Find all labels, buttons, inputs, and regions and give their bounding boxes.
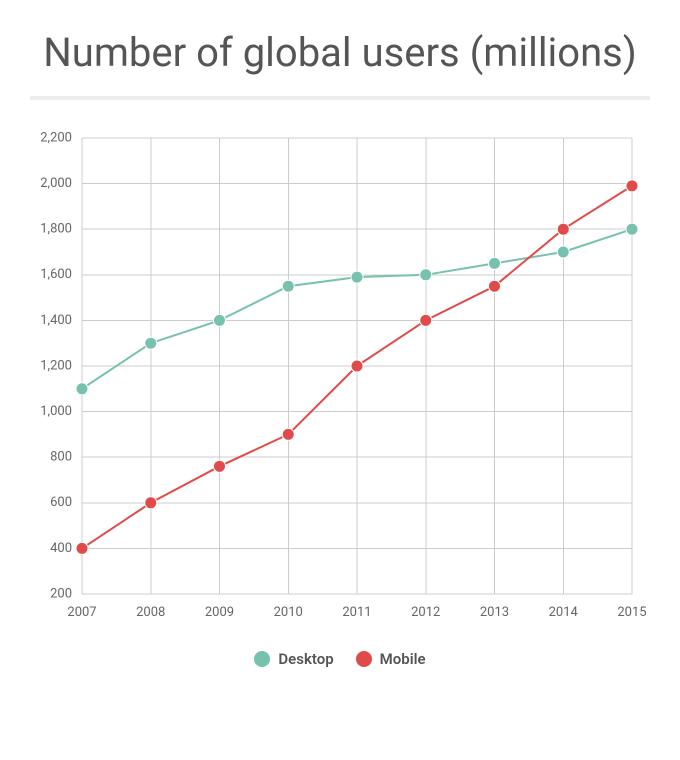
- legend-label-mobile: Mobile: [380, 650, 426, 668]
- chart-plot-area: 200 400 600 800 1,000 1,200 1,400 1,600 1,800 2,0…: [30, 128, 650, 628]
- chart-title: Number of global users (millions): [30, 30, 650, 76]
- legend-swatch-mobile: [356, 651, 372, 667]
- x-tick-label: 2011: [342, 605, 371, 620]
- x-tick-label: 2012: [411, 605, 440, 620]
- x-tick-label: 2007: [67, 605, 96, 620]
- series-point-desktop: [351, 271, 363, 283]
- y-tick-label: 1,600: [40, 267, 72, 282]
- series-point-desktop: [557, 246, 569, 258]
- series-point-mobile: [626, 180, 638, 192]
- legend-item-mobile: Mobile: [356, 650, 426, 668]
- series-point-mobile: [214, 460, 226, 472]
- y-tick-label: 1,000: [40, 404, 72, 419]
- legend-swatch-desktop: [254, 651, 270, 667]
- chart-container: Number of global users (millions) 200 400…: [0, 0, 680, 688]
- legend-item-desktop: Desktop: [254, 650, 333, 668]
- series-point-desktop: [214, 314, 226, 326]
- series-point-desktop: [76, 383, 88, 395]
- y-tick-label: 400: [50, 541, 72, 556]
- x-tick-label: 2013: [480, 605, 509, 620]
- x-tick-label: 2014: [549, 605, 579, 620]
- series-point-desktop: [626, 223, 638, 235]
- y-tick-label: 1,800: [40, 222, 72, 237]
- series-point-mobile: [76, 542, 88, 554]
- series-point-desktop: [420, 269, 432, 281]
- x-tick-label: 2010: [274, 605, 303, 620]
- legend-label-desktop: Desktop: [278, 650, 333, 668]
- y-tick-label: 2,000: [40, 176, 72, 191]
- x-tick-label: 2015: [617, 605, 646, 620]
- y-tick-label: 200: [50, 586, 72, 601]
- series-point-desktop: [489, 257, 501, 269]
- series-point-mobile: [420, 314, 432, 326]
- series-point-desktop: [282, 280, 294, 292]
- y-tick-label: 1,200: [40, 358, 72, 373]
- title-divider: [30, 96, 650, 100]
- x-tick-label: 2009: [205, 605, 234, 620]
- series-point-mobile: [351, 360, 363, 372]
- y-tick-label: 1,400: [40, 313, 72, 328]
- y-tick-label: 2,200: [40, 130, 72, 145]
- series-point-mobile: [489, 280, 501, 292]
- y-tick-label: 800: [50, 450, 72, 465]
- series-point-desktop: [145, 337, 157, 349]
- chart-svg: 200 400 600 800 1,000 1,200 1,400 1,600 1,800 2,0…: [30, 128, 650, 628]
- y-tick-label: 600: [50, 495, 72, 510]
- legend: Desktop Mobile: [30, 650, 650, 668]
- series-point-mobile: [557, 223, 569, 235]
- series-point-mobile: [145, 497, 157, 509]
- x-tick-label: 2008: [136, 605, 165, 620]
- series-point-mobile: [282, 428, 294, 440]
